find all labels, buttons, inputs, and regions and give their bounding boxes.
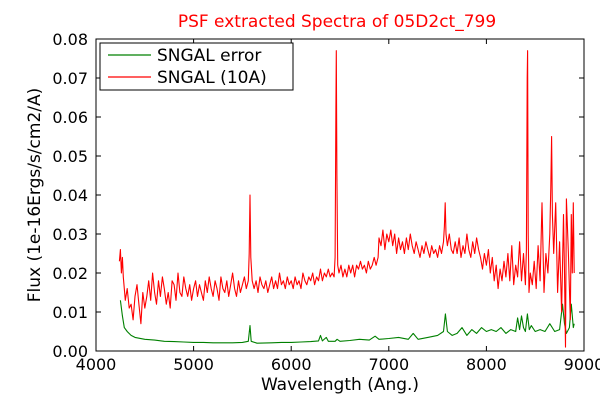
x-tick-label: 7000 [368,355,409,374]
y-tick-label: 0.05 [52,147,88,166]
x-tick-label: 8000 [466,355,507,374]
series-line-sngal-10a [118,50,575,348]
x-tick-label: 4000 [76,355,117,374]
y-axis-label: Flux (1e-16Ergs/s/cm2/A) [25,88,45,303]
x-axis-label: Wavelength (Ang.) [261,375,419,395]
y-tick-label: 0.00 [52,342,88,361]
y-tick-label: 0.08 [52,30,88,49]
legend-label-sngal-error: SNGAL error [157,46,261,66]
x-tick-label: 5000 [173,355,214,374]
y-tick-label: 0.06 [52,108,88,127]
legend-frame [99,42,294,91]
y-tick-label: 0.07 [52,69,88,88]
x-tick-label: 6000 [271,355,312,374]
y-tick-label: 0.01 [52,303,88,322]
y-tick-label: 0.02 [52,264,88,283]
x-axis: 4000 5000 6000 7000 8000 9000 [76,39,600,374]
y-axis: 0.00 0.01 0.02 0.03 0.04 0.05 0.06 0.07 0.08 [52,30,584,361]
legend-label-sngal-10a: SNGAL (10A) [157,68,267,88]
legend: SNGAL error SNGAL (10A) [99,42,294,91]
y-tick-label: 0.04 [52,186,88,205]
chart-title: PSF extracted Spectra of 05D2ct_799 [178,12,496,32]
x-tick-label: 9000 [564,355,600,374]
series-line-sngal-error [119,300,575,344]
y-tick-label: 0.03 [52,225,88,244]
series-layer [118,50,575,348]
